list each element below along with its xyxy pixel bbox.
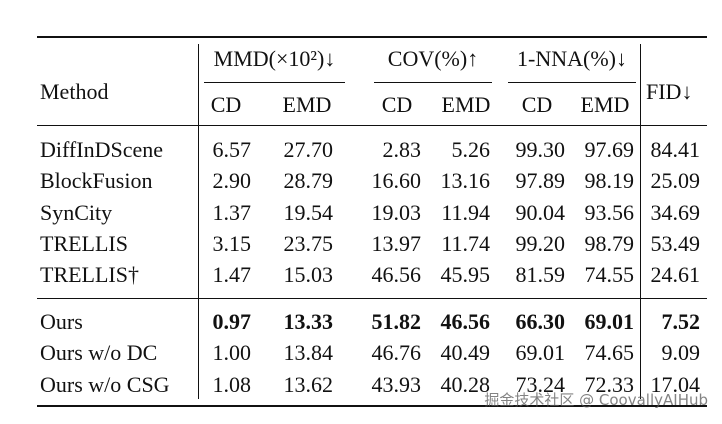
value-cell: 13.33 [283,309,334,334]
group-underline [508,82,636,83]
value-cell: 74.65 [584,340,635,366]
value-cell: 99.20 [515,230,566,256]
value-cell: 93.56 [584,199,635,225]
value-cell: 19.03 [371,199,422,225]
value-cell: 74.55 [584,262,635,288]
column-header: CD [210,92,242,117]
value-cell: 97.89 [515,168,566,194]
value-cell: 11.74 [441,230,490,256]
value-cell: 46.56 [440,309,491,334]
group-header: COV(%)↑ [387,46,479,71]
value-cell: 98.19 [584,168,635,194]
method-cell: SynCity [40,199,113,225]
header-rule [37,125,707,126]
method-cell: TRELLIS† [40,262,139,288]
value-cell: 3.15 [212,230,252,256]
value-cell: 46.56 [371,262,422,288]
value-cell: 16.60 [371,168,422,194]
value-cell: 23.75 [283,230,334,256]
method-cell: Ours w/o DC [40,340,158,366]
method-header: Method [40,79,109,104]
value-cell: 13.97 [371,230,422,256]
group-header: MMD(×10²)↓ [213,46,336,71]
value-cell: 69.01 [584,309,635,334]
value-cell: 2.90 [212,168,252,194]
value-cell: 84.41 [650,137,701,162]
value-cell: 51.82 [371,309,422,334]
group-header: 1-NNA(%)↓ [517,46,627,71]
value-cell: 1.00 [212,340,252,366]
value-cell: 25.09 [650,168,701,194]
top-rule [37,36,707,38]
fid-header: FID↓ [646,79,693,104]
value-cell: 40.49 [440,340,491,366]
bottom-rule [37,405,707,407]
value-cell: 19.54 [283,199,334,225]
value-cell: 46.76 [371,340,422,366]
column-header: CD [521,92,553,117]
value-cell: 45.95 [440,262,491,288]
value-cell: 13.84 [283,340,334,366]
value-cell: 5.26 [451,137,491,162]
value-cell: 28.79 [283,168,334,194]
value-cell: 69.01 [515,340,566,366]
value-cell: 43.93 [371,371,422,397]
value-cell: 2.83 [382,137,422,162]
value-cell: 1.37 [212,199,252,225]
value-cell: 13.16 [440,168,491,194]
value-cell: 24.61 [650,262,701,288]
value-cell: 11.94 [441,199,490,225]
value-cell: 66.30 [515,309,566,334]
watermark: 掘金技术社区 @ CoovallyAIHub [484,391,708,409]
value-cell: 90.04 [515,199,566,225]
value-cell: 99.30 [515,137,566,162]
value-cell: 73.24 [515,371,566,397]
column-header: EMD [441,92,491,117]
value-cell: 7.52 [661,309,701,334]
value-cell: 6.57 [212,137,252,162]
value-cell: 13.62 [283,371,334,397]
group-underline [204,82,345,83]
value-cell: 72.33 [584,371,635,397]
method-cell: BlockFusion [40,168,153,194]
value-cell: 27.70 [283,137,334,162]
column-header: CD [381,92,413,117]
value-cell: 15.03 [283,262,334,288]
left-divider [198,44,199,399]
value-cell: 34.69 [650,199,701,225]
method-cell: TRELLIS [40,230,128,256]
method-cell: Ours [40,309,83,334]
value-cell: 40.28 [440,371,491,397]
value-cell: 98.79 [584,230,635,256]
value-cell: 0.97 [212,309,252,334]
value-cell: 1.08 [212,371,252,397]
column-header: EMD [282,92,332,117]
mid-rule [37,298,707,299]
right-divider [640,44,641,399]
group-underline [374,82,492,83]
value-cell: 97.69 [584,137,635,162]
value-cell: 53.49 [650,230,701,256]
value-cell: 17.04 [650,371,701,397]
method-cell: DiffInDScene [40,137,163,162]
value-cell: 81.59 [515,262,566,288]
column-header: EMD [580,92,630,117]
method-cell: Ours w/o CSG [40,371,170,397]
value-cell: 1.47 [212,262,252,288]
value-cell: 9.09 [661,340,701,366]
